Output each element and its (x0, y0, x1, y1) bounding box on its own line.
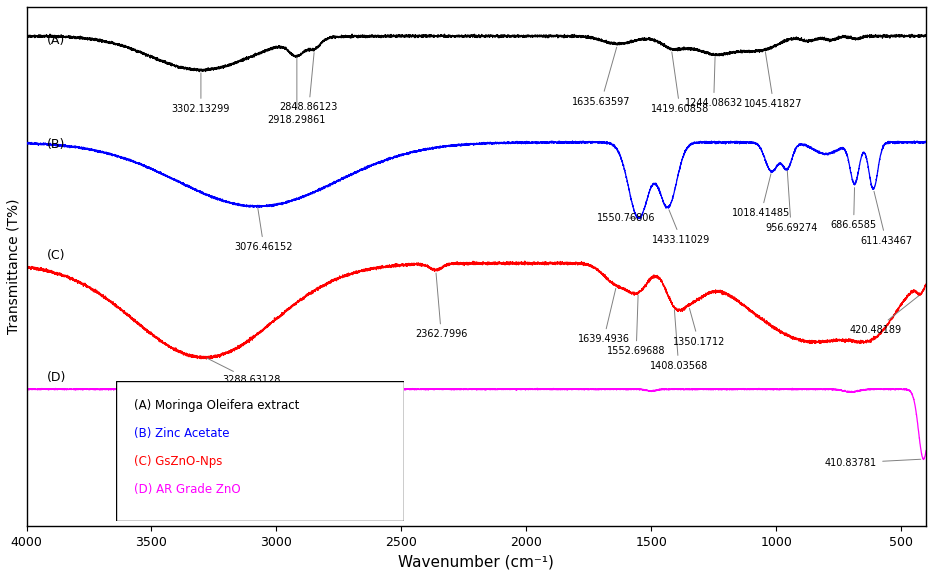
Text: 1244.08632: 1244.08632 (685, 56, 743, 108)
Text: 1550.76806: 1550.76806 (597, 213, 656, 223)
Text: 1018.41485: 1018.41485 (732, 174, 790, 218)
Text: 3288.63128: 3288.63128 (207, 358, 281, 385)
Text: 1408.03568: 1408.03568 (649, 309, 708, 371)
Text: 611.43467: 611.43467 (860, 191, 912, 246)
Text: (C): (C) (47, 249, 65, 263)
Text: 1433.11029: 1433.11029 (652, 210, 710, 245)
Text: 956.69274: 956.69274 (765, 171, 817, 233)
Text: 1639.4936: 1639.4936 (578, 289, 630, 344)
Text: (A): (A) (47, 33, 64, 47)
Text: 410.83781: 410.83781 (825, 458, 921, 468)
Text: (D): (D) (47, 370, 66, 384)
Text: 1350.1712: 1350.1712 (673, 308, 725, 347)
Text: 686.6585: 686.6585 (830, 188, 877, 230)
Text: 2918.29861: 2918.29861 (268, 58, 326, 125)
Text: 1552.69688: 1552.69688 (607, 295, 665, 357)
Text: 420.48189: 420.48189 (850, 295, 919, 335)
Text: (B): (B) (47, 138, 65, 151)
Text: 3076.46152: 3076.46152 (234, 208, 293, 252)
X-axis label: Wavenumber (cm⁻¹): Wavenumber (cm⁻¹) (398, 554, 554, 569)
Text: 1635.63597: 1635.63597 (572, 47, 631, 107)
Text: 2848.86123: 2848.86123 (280, 52, 338, 112)
Text: 2362.7996: 2362.7996 (415, 273, 467, 339)
Text: 3302.13299: 3302.13299 (172, 73, 230, 114)
Text: 1419.60858: 1419.60858 (651, 52, 709, 114)
Text: 1045.41827: 1045.41827 (745, 52, 803, 109)
Y-axis label: Transmittance (T%): Transmittance (T%) (7, 199, 21, 334)
